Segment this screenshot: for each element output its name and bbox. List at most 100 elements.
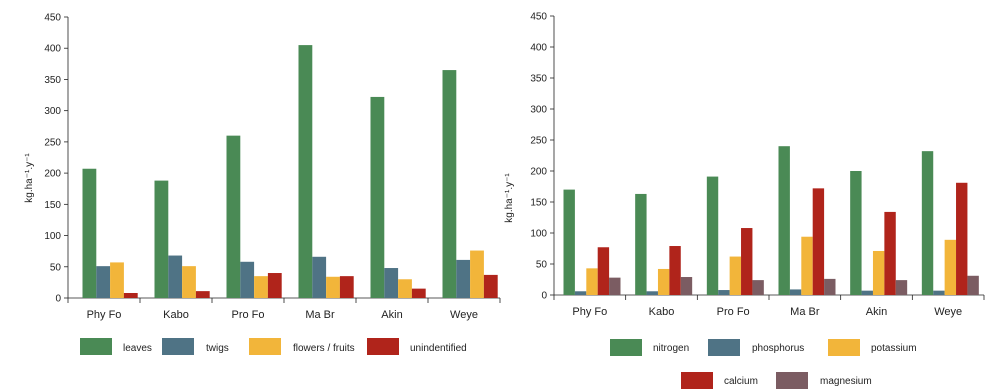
bar [812,188,825,295]
x-tick-label: Weye [450,309,478,321]
bar [967,275,979,295]
bar [778,146,790,295]
bar [254,276,268,298]
y-tick-label: 300 [530,105,547,116]
bar [824,278,836,295]
y-axis-label: kg.ha⁻¹.y⁻¹ [504,173,515,223]
legend-swatch [681,372,713,389]
bar [944,239,957,295]
legend-label: leaves [123,343,152,354]
legend-swatch [162,338,194,355]
legend-swatch [80,338,112,355]
bar [741,228,753,295]
bar [752,280,764,295]
y-axis-label: kg.ha⁻¹.y⁻¹ [24,153,35,203]
y-tick-label: 150 [44,200,61,211]
legend-swatch [708,339,740,356]
bar [110,262,124,298]
y-tick-label: 200 [44,169,61,180]
bar [563,189,575,295]
y-tick-label: 400 [44,44,61,55]
bar [669,246,681,295]
bar [597,247,610,295]
bar [326,276,340,298]
bar [646,291,658,295]
y-tick-label: 50 [536,260,548,271]
bar [411,288,426,298]
legend-label: twigs [206,343,229,354]
legend-label: calcium [724,376,758,387]
y-tick-label: 350 [530,74,547,85]
bar [933,290,945,295]
bar [956,182,968,295]
bar [398,279,412,298]
bar [789,289,802,295]
legend-swatch [367,338,399,355]
y-tick-label: 0 [541,291,547,302]
y-tick-label: 100 [530,229,547,240]
legend-label: flowers / fruits [293,343,355,354]
legend-label: unindentified [410,343,467,354]
y-tick-label: 450 [44,13,61,24]
bar [226,135,241,298]
bar [861,290,873,295]
bar [729,256,742,295]
y-tick-label: 200 [530,167,547,178]
y-tick-label: 450 [530,12,547,23]
y-tick-label: 250 [44,137,61,148]
x-tick-label: Ma Br [790,306,820,318]
bar [154,180,169,298]
bar [574,291,587,295]
x-tick-label: Akin [381,309,402,321]
bar [895,280,908,295]
bar [483,274,498,298]
x-tick-label: Akin [866,306,887,318]
bar [370,96,385,298]
y-tick-label: 150 [530,198,547,209]
x-tick-label: Pro Fo [231,309,264,321]
x-tick-label: Phy Fo [87,309,122,321]
bar [680,277,693,295]
y-tick-label: 100 [44,231,61,242]
bar [850,171,862,295]
bar [657,268,670,295]
bar [168,255,183,298]
bar [801,236,813,295]
bar [609,277,621,295]
bar [312,256,327,298]
bar [872,250,885,295]
bar [82,168,97,298]
bar [384,268,399,298]
legend-label: nitrogen [653,343,689,354]
legend-swatch [828,339,860,356]
bar [298,45,313,298]
x-tick-label: Ma Br [305,309,335,321]
legend-label: potassium [871,343,917,354]
chart-2: 0 50 100 150 200 250 300 350 400 450 kg.ha⁻¹.y⁻¹ Ph… [504,12,985,389]
bar [339,276,354,298]
bar [586,268,598,295]
y-tick-label: 50 [50,262,62,273]
bar [456,259,471,298]
y-tick-label: 350 [44,75,61,86]
legend-label: phosphorus [752,343,804,354]
y-tick-label: 300 [44,106,61,117]
y-tick-label: 250 [530,136,547,147]
bar [123,293,138,298]
legend-swatch [610,339,642,356]
x-tick-label: Kabo [163,309,189,321]
x-tick-label: Kabo [649,306,675,318]
legend-swatch [249,338,281,355]
y-tick-label: 0 [55,294,61,305]
bar [267,273,282,298]
x-tick-label: Weye [934,306,962,318]
legend-label: magnesium [820,376,872,387]
bar [442,70,457,298]
bar [718,290,730,295]
bar [240,261,255,298]
x-tick-label: Pro Fo [717,306,750,318]
bar [470,250,484,298]
bar [182,266,196,298]
y-tick-label: 400 [530,43,547,54]
